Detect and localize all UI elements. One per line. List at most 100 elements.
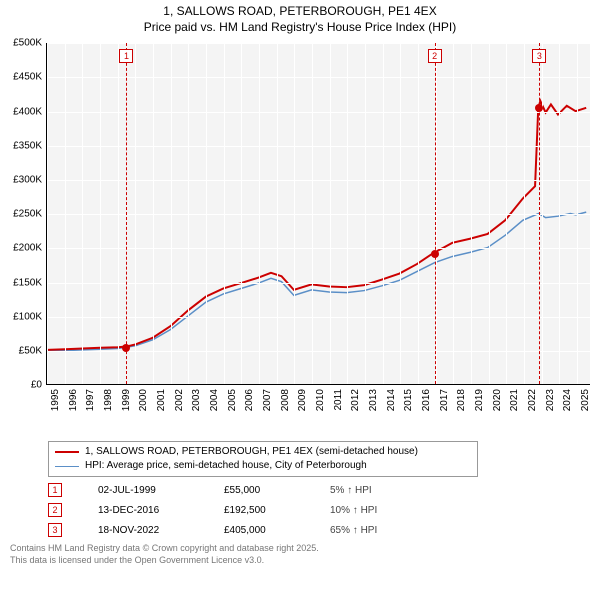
gridline-v — [436, 43, 437, 384]
attribution-footer: Contains HM Land Registry data © Crown c… — [10, 543, 590, 566]
gridline-v — [135, 43, 136, 384]
xtick-label: 2002 — [174, 389, 185, 411]
gridline-v — [65, 43, 66, 384]
xtick-label: 2000 — [138, 389, 149, 411]
title-subtitle: Price paid vs. HM Land Registry's House … — [0, 20, 600, 36]
ytick-label: £0 — [31, 380, 42, 391]
gridline-v — [365, 43, 366, 384]
sale-delta-vs-hpi: 5% ↑ HPI — [330, 485, 420, 496]
xtick-label: 2020 — [492, 389, 503, 411]
ytick-label: £200K — [13, 243, 42, 254]
xtick-label: 2014 — [386, 389, 397, 411]
footer-line-1: Contains HM Land Registry data © Crown c… — [10, 543, 590, 555]
sale-marker-label: 2 — [428, 49, 442, 63]
sale-delta-vs-hpi: 65% ↑ HPI — [330, 525, 420, 536]
sale-row: 2 13-DEC-2016 £192,500 10% ↑ HPI — [48, 503, 590, 517]
legend-swatch — [55, 466, 79, 467]
ytick-label: £100K — [13, 311, 42, 322]
gridline-h — [47, 283, 590, 284]
legend: 1, SALLOWS ROAD, PETERBOROUGH, PE1 4EX (… — [48, 441, 478, 477]
xtick-label: 2007 — [262, 389, 273, 411]
xtick-label: 1999 — [121, 389, 132, 411]
chart-area: 123 £0£50K£100K£150K£200K£250K£300K£350K… — [0, 35, 600, 435]
ytick-label: £400K — [13, 106, 42, 117]
sale-delta-vs-hpi: 10% ↑ HPI — [330, 505, 420, 516]
sale-price: £192,500 — [224, 505, 294, 516]
gridline-v — [577, 43, 578, 384]
legend-row: 1, SALLOWS ROAD, PETERBOROUGH, PE1 4EX (… — [55, 445, 471, 459]
xtick-label: 2004 — [209, 389, 220, 411]
xtick-label: 2008 — [280, 389, 291, 411]
sale-index-box: 1 — [48, 483, 62, 497]
gridline-h — [47, 77, 590, 78]
gridline-v — [224, 43, 225, 384]
sale-marker-point — [122, 344, 130, 352]
gridline-h — [47, 214, 590, 215]
xtick-label: 1995 — [50, 389, 61, 411]
gridline-v — [418, 43, 419, 384]
sale-marker-line — [126, 43, 127, 384]
xtick-label: 2010 — [315, 389, 326, 411]
sale-row: 102-JUL-1999£55,0005% ↑ HPI — [48, 483, 590, 497]
gridline-v — [471, 43, 472, 384]
legend-swatch — [55, 451, 79, 453]
legend-label: HPI: Average price, semi-detached house,… — [85, 459, 367, 473]
xtick-label: 2005 — [227, 389, 238, 411]
gridline-v — [453, 43, 454, 384]
gridline-v — [383, 43, 384, 384]
xtick-label: 1998 — [103, 389, 114, 411]
ytick-label: £250K — [13, 209, 42, 220]
gridline-v — [188, 43, 189, 384]
legend-label: 1, SALLOWS ROAD, PETERBOROUGH, PE1 4EX (… — [85, 445, 418, 459]
gridline-v — [330, 43, 331, 384]
sale-date: 18-NOV-2022 — [98, 525, 188, 536]
sale-date: 02-JUL-1999 — [98, 485, 188, 496]
gridline-v — [153, 43, 154, 384]
gridline-h — [47, 43, 590, 44]
xtick-label: 1996 — [68, 389, 79, 411]
sale-index-box: 2 — [48, 503, 62, 517]
xtick-label: 2025 — [580, 389, 591, 411]
gridline-v — [312, 43, 313, 384]
gridline-v — [82, 43, 83, 384]
sale-marker-label: 3 — [532, 49, 546, 63]
gridline-v — [400, 43, 401, 384]
xtick-label: 2018 — [456, 389, 467, 411]
sale-marker-point — [535, 104, 543, 112]
gridline-v — [241, 43, 242, 384]
sale-date: 13-DEC-2016 — [98, 505, 188, 516]
gridline-h — [47, 317, 590, 318]
gridline-v — [277, 43, 278, 384]
gridline-v — [259, 43, 260, 384]
xtick-label: 2001 — [156, 389, 167, 411]
gridline-h — [47, 180, 590, 181]
gridline-v — [47, 43, 48, 384]
gridline-h — [47, 248, 590, 249]
sale-row: 318-NOV-2022£405,00065% ↑ HPI — [48, 523, 590, 537]
ytick-label: £300K — [13, 174, 42, 185]
chart-titles: 1, SALLOWS ROAD, PETERBOROUGH, PE1 4EX P… — [0, 0, 600, 35]
gridline-v — [542, 43, 543, 384]
legend-row: HPI: Average price, semi-detached house,… — [55, 459, 471, 473]
xtick-label: 2006 — [244, 389, 255, 411]
title-address: 1, SALLOWS ROAD, PETERBOROUGH, PE1 4EX — [0, 4, 600, 20]
gridline-v — [559, 43, 560, 384]
xtick-label: 2003 — [191, 389, 202, 411]
gridline-h — [47, 112, 590, 113]
gridline-v — [294, 43, 295, 384]
xtick-label: 2022 — [527, 389, 538, 411]
xtick-label: 2017 — [439, 389, 450, 411]
gridline-v — [118, 43, 119, 384]
xtick-label: 2012 — [350, 389, 361, 411]
xtick-label: 2013 — [368, 389, 379, 411]
ytick-label: £150K — [13, 277, 42, 288]
gridline-v — [347, 43, 348, 384]
sale-events-table: 102-JUL-1999£55,0005% ↑ HPI213-DEC-2016£… — [48, 483, 590, 537]
sale-marker-point — [431, 250, 439, 258]
sale-index-box: 3 — [48, 523, 62, 537]
gridline-v — [489, 43, 490, 384]
xtick-label: 2016 — [421, 389, 432, 411]
xtick-label: 2011 — [333, 389, 344, 411]
sale-marker-line — [435, 43, 436, 384]
gridline-h — [47, 146, 590, 147]
